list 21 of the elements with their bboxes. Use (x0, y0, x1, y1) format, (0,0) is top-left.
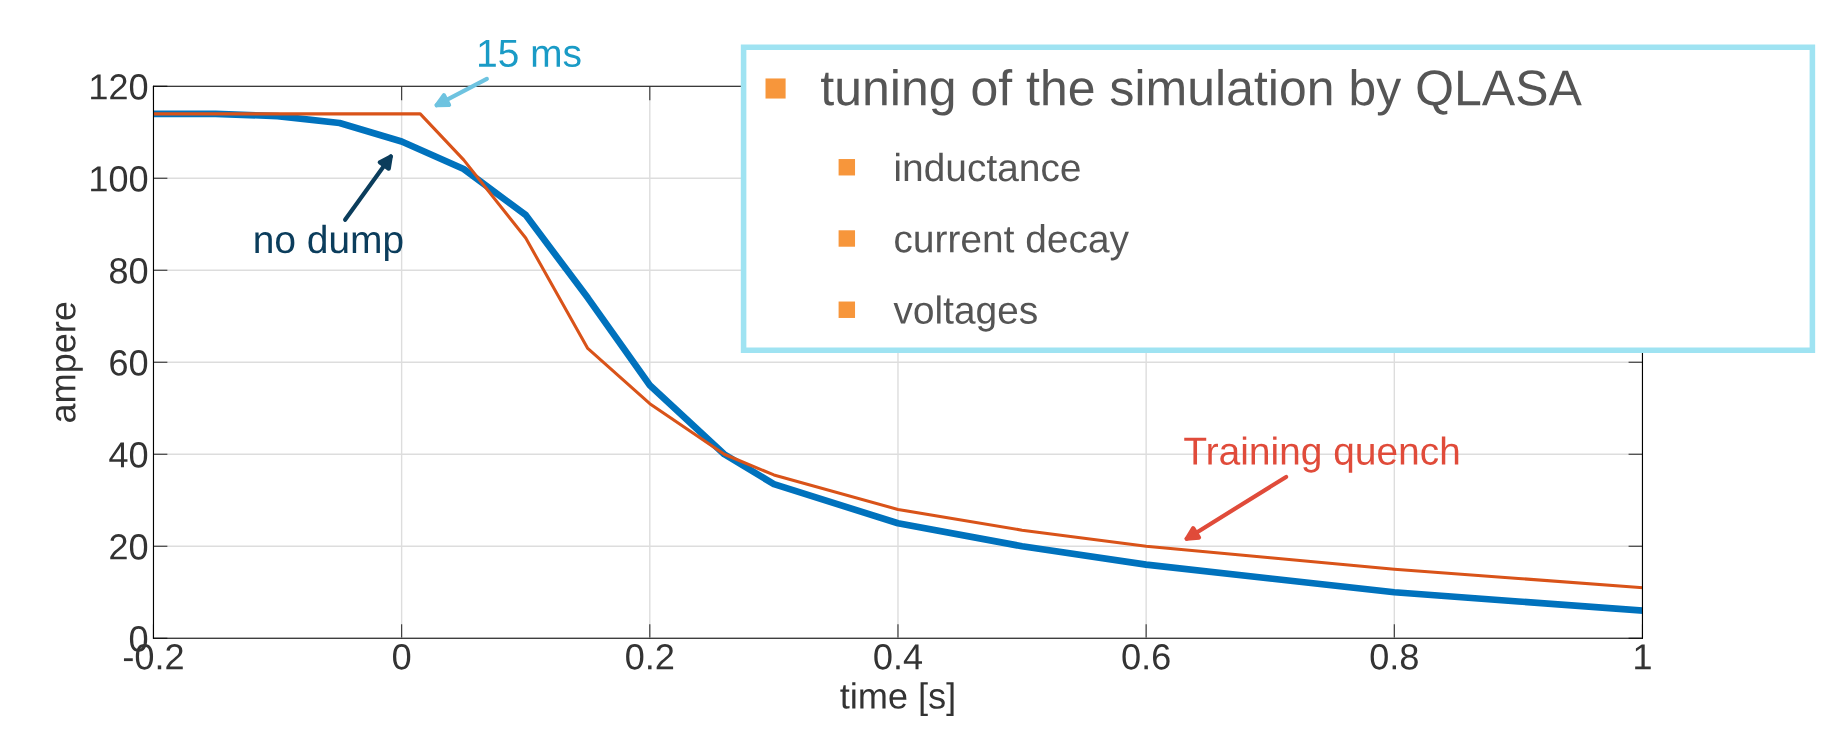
y-tick-label: 120 (91, 74, 148, 100)
y-tick-label: 60 (110, 350, 148, 376)
x-tick-label: 1 (1635, 644, 1651, 670)
x-tick-label: 0.6 (1122, 644, 1170, 670)
y-tick-label: 20 (110, 534, 148, 560)
annotation: Training quench (1184, 436, 1459, 473)
x-tick-label: 0 (393, 644, 411, 670)
y-tick-label: 40 (109, 442, 148, 468)
annotation: inductance (896, 152, 1080, 182)
y-axis-title: ampere (55, 302, 83, 422)
annotation: 15 ms (479, 39, 581, 68)
x-tick-label: 0.4 (874, 644, 923, 670)
x-tick-label: 0.8 (1370, 644, 1418, 670)
annotation: current decay (895, 224, 1129, 261)
annotation: no dump (255, 224, 403, 262)
x-axis-title: time [s] (840, 682, 954, 716)
y-tick-label: 80 (110, 258, 148, 284)
x-tick-label: 0.2 (626, 644, 674, 670)
y-tick-label: 100 (91, 166, 148, 192)
annotation: voltages (893, 295, 1037, 332)
annotation: tuning of the simulation by QLASA (821, 68, 1582, 116)
